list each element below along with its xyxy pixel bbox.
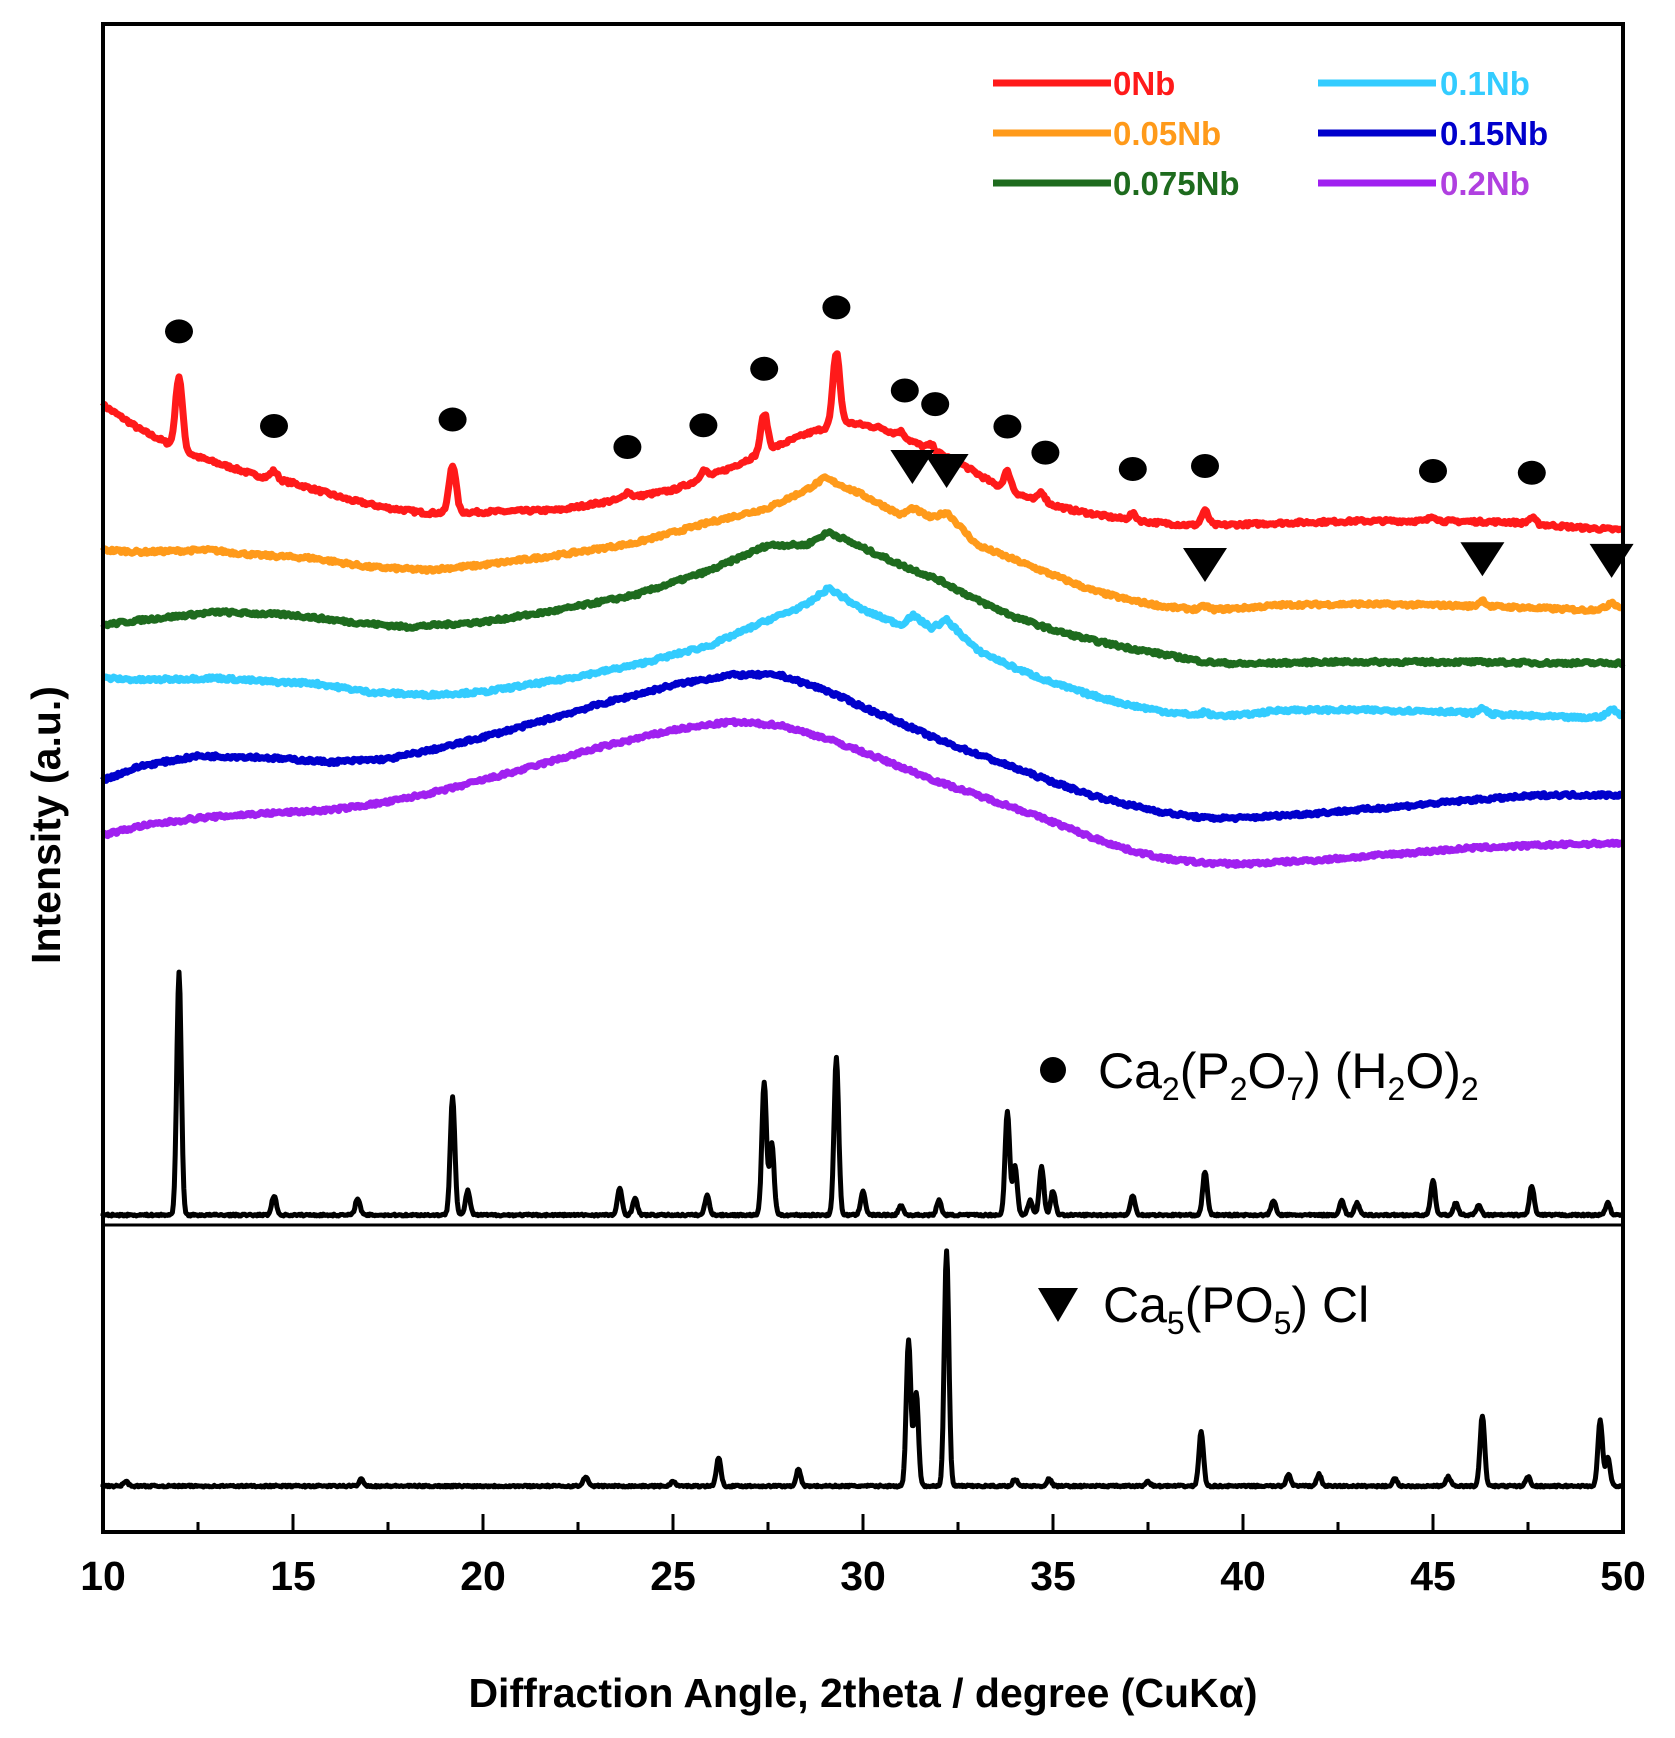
legend-label-0-15nb: 0.15Nb: [1440, 115, 1548, 152]
phase-marker-circle: [613, 435, 642, 459]
x-tick-label: 10: [80, 1553, 126, 1599]
phase-marker-circle: [1118, 457, 1147, 481]
phase-marker-circle: [1191, 454, 1219, 478]
ref1-mid4: O): [1405, 1043, 1461, 1099]
legend-label-0-2nb: 0.2Nb: [1440, 165, 1530, 202]
series-0-075nb-curve: [100, 528, 1626, 669]
series-0-1nb-curve: [100, 584, 1626, 723]
reference-pattern-2: [100, 1248, 1625, 1490]
phase-marker-triangle: [1183, 548, 1227, 582]
ref1-base: Ca: [1098, 1043, 1162, 1099]
curves-layer: [100, 350, 1626, 869]
ref2-sub2: 5: [1274, 1305, 1292, 1341]
x-tick-label: 50: [1600, 1553, 1646, 1599]
x-axis-title: Diffraction Angle, 2theta / degree (CuKα…: [468, 1670, 1257, 1716]
phase-marker-triangle: [1460, 542, 1505, 577]
x-tick-label: 15: [270, 1553, 316, 1599]
legend-label-0-05nb: 0.05Nb: [1113, 115, 1221, 152]
phase-marker-circle: [890, 378, 919, 403]
ref2-mid2: ) Cl: [1291, 1277, 1369, 1333]
plot-frame: [101, 22, 1625, 1534]
phase-marker-triangle: [1589, 543, 1634, 578]
ref2-sub1: 5: [1167, 1305, 1185, 1341]
series-0-05nb-curve: [100, 473, 1625, 615]
series-0-15nb-curve: [100, 669, 1625, 824]
ref1-sub1: 2: [1162, 1071, 1180, 1107]
ref2-mid1: (PO: [1185, 1277, 1274, 1333]
ref1-mid1: (P: [1180, 1043, 1230, 1099]
legend-label-0-075nb: 0.075Nb: [1113, 165, 1240, 202]
x-tick-label: 30: [840, 1553, 886, 1599]
x-tick-label: 45: [1410, 1553, 1456, 1599]
ref1-sub3: 7: [1286, 1071, 1304, 1107]
legend-label-0-1nb: 0.1Nb: [1440, 65, 1530, 102]
phase-marker-circle: [921, 392, 950, 417]
reference-patterns-layer: [100, 969, 1625, 1490]
phase-markers-layer: [165, 295, 1634, 582]
ref1-mid2: O: [1248, 1043, 1287, 1099]
phase-marker-circle: [689, 413, 718, 438]
x-tick-label: 35: [1030, 1553, 1076, 1599]
ref1-sub5: 2: [1461, 1071, 1479, 1107]
ref-label-triangle-marker: [1038, 1288, 1078, 1322]
reference-pattern-1: [100, 969, 1625, 1219]
svg-text:Ca5(PO5) Cl: Ca5(PO5) Cl: [1103, 1277, 1369, 1341]
y-axis-title: Intensity (a.u.): [23, 686, 69, 964]
ref1-sub2: 2: [1230, 1071, 1248, 1107]
phase-marker-circle: [1031, 440, 1060, 465]
series-0-2nb-curve: [100, 717, 1625, 869]
phase-marker-circle: [438, 407, 467, 432]
x-tick-label: 25: [650, 1553, 696, 1599]
legend-label-0nb: 0Nb: [1113, 65, 1175, 102]
phase-marker-circle: [260, 414, 288, 438]
series-0nb-curve: [100, 350, 1625, 534]
legend: 0Nb 0.05Nb 0.075Nb 0.1Nb 0.15Nb 0.2Nb: [993, 65, 1548, 202]
ref-label-ca5po5cl: Ca5(PO5) Cl: [1038, 1277, 1369, 1341]
ref1-sub4: 2: [1388, 1071, 1406, 1107]
x-tick-label: 20: [460, 1553, 506, 1599]
x-tick-label: 40: [1220, 1553, 1266, 1599]
ref1-mid3: ) (H: [1304, 1043, 1387, 1099]
svg-text:Ca2(P2O7) (H2O)2: Ca2(P2O7) (H2O)2: [1098, 1043, 1479, 1107]
ref2-base: Ca: [1103, 1277, 1167, 1333]
ref-label-circle-marker: [1040, 1057, 1066, 1083]
phase-marker-circle: [993, 414, 1022, 439]
phase-marker-circle: [1517, 460, 1546, 485]
phase-marker-circle: [750, 356, 779, 381]
x-axis-ticks: 10 15 20 25 30 35 40 45 50: [80, 1514, 1646, 1599]
phase-marker-circle: [165, 319, 193, 344]
phase-marker-circle: [822, 295, 851, 320]
phase-marker-triangle: [924, 454, 969, 488]
ref-label-ca2p2o7: Ca2(P2O7) (H2O)2: [1040, 1043, 1479, 1107]
phase-marker-triangle: [890, 450, 935, 484]
phase-marker-circle: [1419, 459, 1447, 483]
